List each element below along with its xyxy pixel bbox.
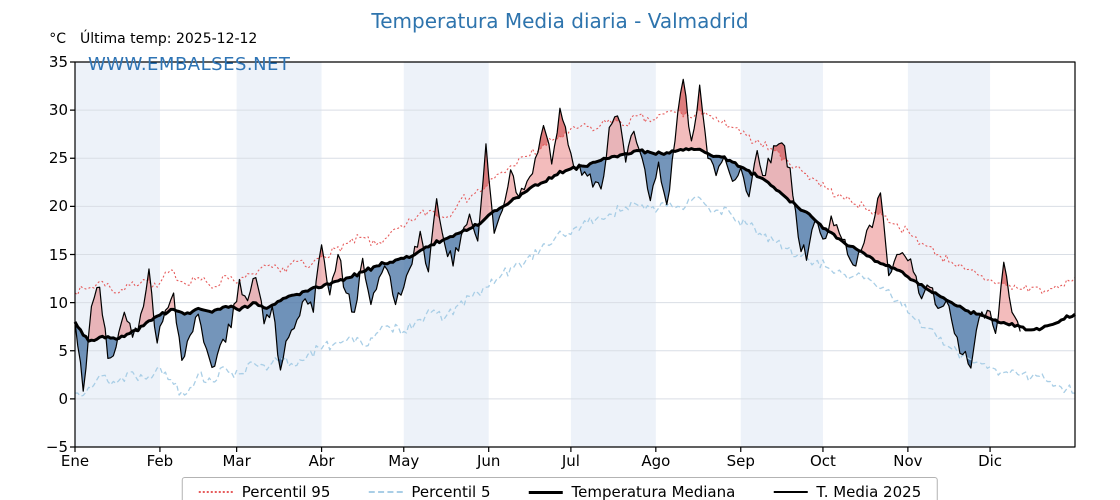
y-tick-label: 5 [58,341,68,360]
legend-item-percentil-95: Percentil 95 [198,483,331,500]
x-tick-label: Ene [60,452,90,470]
y-tick-label: −5 [45,438,68,456]
chart-title: Temperatura Media diaria - Valmadrid [371,9,749,33]
x-tick-label: Feb [146,452,174,470]
last-temp-annotation: Última temp: 2025-12-12 [80,31,258,47]
chart-legend: Percentil 95 Percentil 5 Temperatura Med… [181,477,939,500]
legend-label-percentil-5: Percentil 5 [411,483,491,500]
x-tick-label: May [388,452,420,470]
legend-label-percentil-95: Percentil 95 [241,483,331,500]
x-tick-label: Oct [809,452,836,470]
legend-swatch-t-media-2025-icon [773,491,808,493]
y-tick-label: 20 [48,197,68,216]
x-tick-label: Ago [641,452,671,470]
y-tick-label: 10 [48,293,68,312]
legend-swatch-percentil-5-icon [368,491,403,493]
y-tick-label: 25 [48,149,68,168]
x-tick-label: Jul [561,452,580,470]
watermark: WWW.EMBALSES.NET [88,54,291,75]
x-tick-label: Dic [978,452,1003,470]
y-tick-label: 0 [58,389,68,408]
x-tick-label: Abr [308,452,335,470]
legend-label-temperatura-mediana: Temperatura Mediana [571,483,736,500]
x-tick-label: Nov [893,452,923,470]
y-tick-label: 15 [48,245,68,264]
legend-swatch-percentil-95-icon [198,491,233,493]
x-tick-label: Jun [476,452,501,470]
legend-item-percentil-5: Percentil 5 [368,483,490,500]
legend-item-t-media-2025: T. Media 2025 [773,483,921,500]
x-tick-label: Sep [726,452,755,470]
y-tick-label: 35 [48,53,68,71]
y-tick-label: 30 [48,101,68,120]
legend-swatch-temperatura-mediana-icon [528,490,563,494]
legend-label-t-media-2025: T. Media 2025 [816,483,922,500]
y-axis-unit-label: °C [49,31,66,47]
x-tick-label: Mar [222,452,251,470]
legend-item-temperatura-mediana: Temperatura Mediana [528,483,735,500]
